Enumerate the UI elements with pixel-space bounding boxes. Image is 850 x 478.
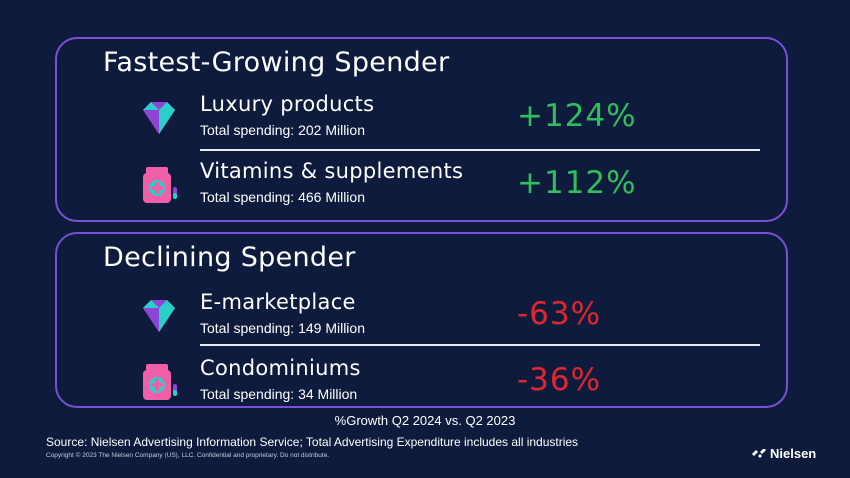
- divider: [200, 344, 760, 346]
- declining-panel: Declining Spender E-marketplace Total sp…: [55, 232, 788, 408]
- item-total-spending: Total spending: 202 Million: [200, 122, 365, 138]
- item-total-spending: Total spending: 466 Million: [200, 189, 365, 205]
- item-label: E-marketplace: [200, 290, 356, 314]
- decline-percentage: -63%: [517, 296, 602, 332]
- list-item: Vitamins & supplements Total spending: 4…: [57, 159, 786, 219]
- item-label: Luxury products: [200, 92, 375, 116]
- item-label: Condominiums: [200, 356, 361, 380]
- brand-name: Nielsen: [770, 446, 817, 461]
- decline-percentage: -36%: [517, 362, 602, 398]
- nielsen-logo: Nielsen: [752, 446, 816, 461]
- list-item: Luxury products Total spending: 202 Mill…: [57, 92, 786, 152]
- diamond-icon: [143, 300, 175, 332]
- item-total-spending: Total spending: 34 Million: [200, 386, 358, 402]
- panel-title: Declining Spender: [103, 242, 356, 273]
- copyright-note: Copyright © 2023 The Nielsen Company (US…: [46, 452, 330, 459]
- nielsen-logo-mark-icon: [752, 448, 766, 458]
- fastest-growing-panel: Fastest-Growing Spender Luxury products …: [55, 37, 788, 222]
- growth-percentage: +124%: [517, 98, 637, 134]
- diamond-icon: [143, 102, 175, 134]
- divider: [200, 149, 760, 151]
- growth-percentage: +112%: [517, 165, 637, 201]
- supplement-bottle-icon: [143, 364, 177, 400]
- list-item: Condominiums Total spending: 34 Million …: [57, 356, 786, 416]
- item-label: Vitamins & supplements: [200, 159, 464, 183]
- growth-caption: %Growth Q2 2024 vs. Q2 2023: [334, 413, 516, 428]
- list-item: E-marketplace Total spending: 149 Millio…: [57, 290, 786, 350]
- source-note: Source: Nielsen Advertising Information …: [46, 435, 579, 449]
- item-total-spending: Total spending: 149 Million: [200, 320, 365, 336]
- supplement-bottle-icon: [143, 167, 177, 203]
- panel-title: Fastest-Growing Spender: [103, 47, 450, 78]
